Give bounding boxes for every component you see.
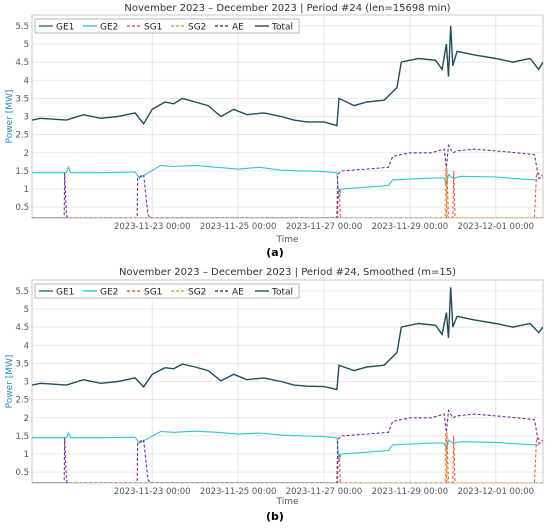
y-tick-label: 0.5 xyxy=(15,203,29,213)
panel-label: (a) xyxy=(266,246,283,259)
series-line-sg1 xyxy=(32,432,543,483)
series-group xyxy=(32,25,543,218)
y-tick-label: 5.5 xyxy=(15,22,29,32)
x-tick-label: 2023-11-27 00:00 xyxy=(286,487,363,497)
legend-label: GE1 xyxy=(56,288,74,298)
y-tick-label: 5 xyxy=(24,305,29,315)
y-tick-label: 4.5 xyxy=(15,323,29,333)
y-tick-label: 3 xyxy=(24,113,29,123)
x-tick-label: 2023-11-29 00:00 xyxy=(372,222,449,232)
y-tick-label: 0.5 xyxy=(15,468,29,478)
series-line-ae xyxy=(32,408,543,483)
x-axis-label: Time xyxy=(275,235,298,245)
x-tick-label: 2023-11-25 00:00 xyxy=(200,222,277,232)
x-tick-label: 2023-12-01 00:00 xyxy=(457,487,534,497)
y-tick-label: 2.5 xyxy=(15,396,29,406)
y-tick-label: 5.5 xyxy=(15,287,29,297)
legend-label: SG1 xyxy=(144,23,162,33)
y-tick-label: 1.5 xyxy=(15,432,29,442)
x-tick-label: 2023-11-27 00:00 xyxy=(286,222,363,232)
chart-title: November 2023 – December 2023 | Period #… xyxy=(124,3,450,14)
y-tick-label: 5 xyxy=(24,40,29,50)
y-tick-label: 3.5 xyxy=(15,359,29,369)
y-tick-label: 1.5 xyxy=(15,167,29,177)
y-tick-label: 3 xyxy=(24,378,29,388)
chart-title: November 2023 – December 2023 | Period #… xyxy=(119,267,456,278)
series-line-ge2 xyxy=(32,430,539,462)
legend-label: AE xyxy=(232,288,244,298)
x-tick-label: 2023-12-01 00:00 xyxy=(457,222,534,232)
legend-label: Total xyxy=(271,288,293,298)
y-tick-label: 4.5 xyxy=(15,58,29,68)
series-line-ge2 xyxy=(32,164,539,199)
y-axis-label: Power [MW] xyxy=(5,90,15,144)
legend: GE1 GE2 SG1 SG2 AE Total xyxy=(34,283,300,299)
x-tick-label: 2023-11-23 00:00 xyxy=(114,222,191,232)
legend: GE1 GE2 SG1 SG2 AE Total xyxy=(34,18,300,34)
y-tick-label: 2 xyxy=(24,414,29,424)
chart-panel-1: November 2023 – December 2023 | Period #… xyxy=(5,3,544,259)
x-tick-label: 2023-11-23 00:00 xyxy=(114,487,191,497)
series-line-total xyxy=(32,287,543,391)
y-tick-label: 1 xyxy=(24,185,29,195)
series-line-total xyxy=(32,25,543,127)
panel-label: (b) xyxy=(266,510,284,523)
legend-label: GE1 xyxy=(56,23,74,33)
y-tick-label: 4 xyxy=(24,341,29,351)
legend-label: SG2 xyxy=(188,288,206,298)
chart-panel-2: November 2023 – December 2023 | Period #… xyxy=(5,267,544,523)
series-line-sg1 xyxy=(32,167,543,218)
x-axis: 2023-11-23 00:00 2023-11-25 00:00 2023-11-… xyxy=(114,15,534,245)
y-tick-label: 2.5 xyxy=(15,131,29,141)
x-tick-label: 2023-11-29 00:00 xyxy=(372,487,449,497)
legend-label: GE2 xyxy=(100,288,118,298)
y-tick-label: 2 xyxy=(24,149,29,159)
y-tick-label: 4 xyxy=(24,76,29,86)
legend-label: SG1 xyxy=(144,288,162,298)
legend-label: GE2 xyxy=(100,23,118,33)
y-axis-label: Power [MW] xyxy=(5,355,15,409)
series-group xyxy=(32,287,543,483)
series-line-ae xyxy=(32,143,543,218)
y-tick-label: 1 xyxy=(24,450,29,460)
x-axis-label: Time xyxy=(275,497,298,507)
legend-label: Total xyxy=(271,23,293,33)
legend-label: AE xyxy=(232,23,244,33)
legend-label: SG2 xyxy=(188,23,206,33)
x-tick-label: 2023-11-25 00:00 xyxy=(200,487,277,497)
legend-box xyxy=(34,283,300,299)
legend-box xyxy=(34,18,300,34)
x-axis: 2023-11-23 00:00 2023-11-25 00:00 2023-11-… xyxy=(114,280,534,507)
y-tick-label: 3.5 xyxy=(15,94,29,104)
